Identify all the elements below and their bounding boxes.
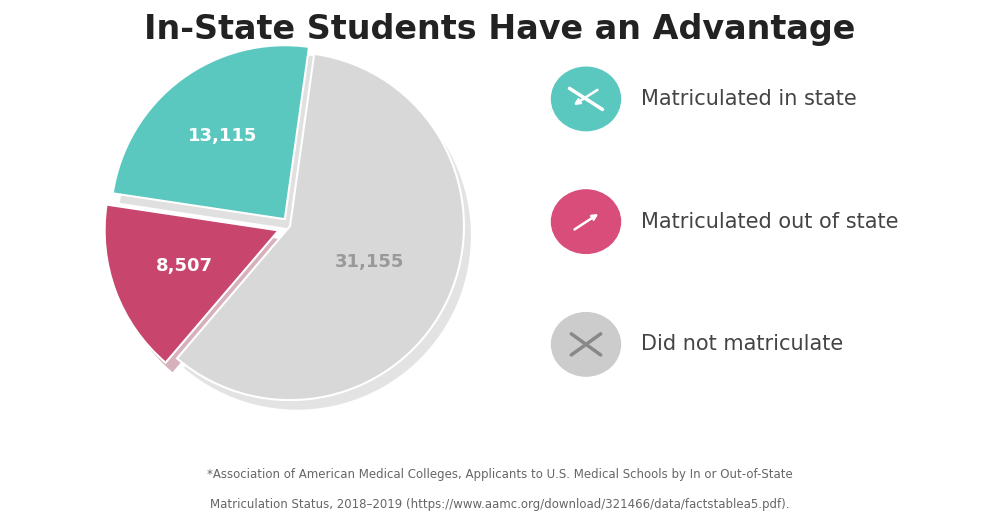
Wedge shape [120, 55, 316, 229]
Circle shape [552, 190, 620, 253]
Circle shape [552, 313, 620, 376]
Wedge shape [184, 63, 471, 409]
Wedge shape [113, 45, 309, 219]
Circle shape [552, 67, 620, 131]
Text: *Association of American Medical Colleges, Applicants to U.S. Medical Schools by: *Association of American Medical College… [207, 468, 793, 481]
Text: 8,507: 8,507 [156, 257, 213, 275]
Text: 31,155: 31,155 [335, 253, 404, 271]
Wedge shape [112, 214, 286, 372]
Text: Did not matriculate: Did not matriculate [641, 334, 843, 354]
Text: Matriculated in state: Matriculated in state [641, 89, 857, 109]
Wedge shape [105, 205, 279, 363]
Text: Matriculation Status, 2018–2019 (https://www.aamc.org/download/321466/data/facts: Matriculation Status, 2018–2019 (https:/… [210, 498, 790, 511]
Text: Matriculated out of state: Matriculated out of state [641, 212, 899, 232]
Text: 13,115: 13,115 [188, 126, 257, 144]
Wedge shape [177, 54, 464, 400]
Text: In-State Students Have an Advantage: In-State Students Have an Advantage [144, 13, 856, 46]
